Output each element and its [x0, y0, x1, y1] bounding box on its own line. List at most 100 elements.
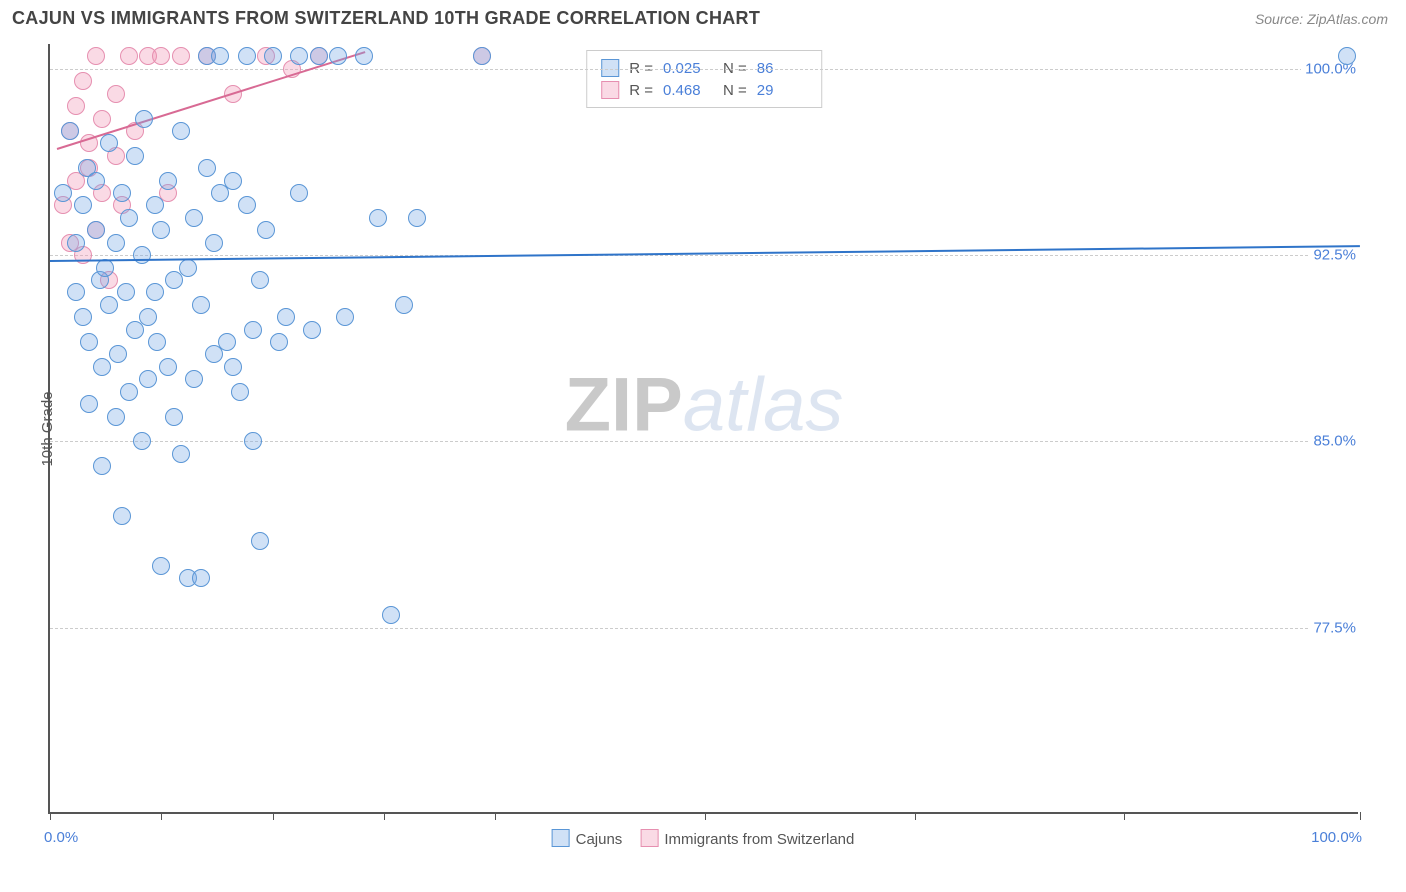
data-point: [238, 196, 256, 214]
data-point: [251, 271, 269, 289]
gridline: [50, 255, 1358, 256]
y-tick-label: 92.5%: [1309, 247, 1360, 264]
data-point: [93, 110, 111, 128]
data-point: [139, 370, 157, 388]
data-point: [146, 196, 164, 214]
x-tick-mark: [384, 812, 385, 820]
stats-legend: R = 0.025 N = 86 R = 0.468 N = 29: [586, 50, 822, 108]
gridline: [50, 69, 1358, 70]
chart-container: 10th Grade ZIPatlas R = 0.025 N = 86 R =…: [48, 44, 1358, 814]
data-point: [120, 47, 138, 65]
data-point: [224, 358, 242, 376]
data-point: [165, 408, 183, 426]
source-attribution: Source: ZipAtlas.com: [1255, 11, 1388, 27]
data-point: [152, 557, 170, 575]
stats-swatch-2: [601, 81, 619, 99]
data-point: [126, 147, 144, 165]
chart-title: CAJUN VS IMMIGRANTS FROM SWITZERLAND 10T…: [12, 8, 760, 29]
x-tick-mark: [161, 812, 162, 820]
data-point: [382, 606, 400, 624]
data-point: [172, 47, 190, 65]
data-point: [152, 221, 170, 239]
data-point: [117, 283, 135, 301]
data-point: [264, 47, 282, 65]
x-axis-legend: Cajuns Immigrants from Switzerland: [552, 829, 855, 848]
data-point: [290, 47, 308, 65]
x-tick-mark: [1360, 812, 1361, 820]
data-point: [120, 209, 138, 227]
data-point: [277, 308, 295, 326]
data-point: [408, 209, 426, 227]
data-point: [133, 432, 151, 450]
watermark: ZIPatlas: [565, 361, 844, 448]
data-point: [329, 47, 347, 65]
data-point: [120, 383, 138, 401]
data-point: [133, 246, 151, 264]
data-point: [159, 358, 177, 376]
data-point: [369, 209, 387, 227]
data-point: [100, 134, 118, 152]
data-point: [107, 85, 125, 103]
x-tick-mark: [915, 812, 916, 820]
y-tick-label: 77.5%: [1309, 619, 1360, 636]
data-point: [80, 395, 98, 413]
data-point: [74, 196, 92, 214]
data-point: [61, 122, 79, 140]
data-point: [74, 308, 92, 326]
data-point: [172, 445, 190, 463]
data-point: [355, 47, 373, 65]
data-point: [67, 283, 85, 301]
legend-swatch-1: [552, 829, 570, 847]
data-point: [218, 333, 236, 351]
data-point: [80, 333, 98, 351]
data-point: [238, 47, 256, 65]
data-point: [192, 296, 210, 314]
stats-row-series2: R = 0.468 N = 29: [601, 79, 807, 101]
data-point: [87, 172, 105, 190]
data-point: [185, 370, 203, 388]
x-tick-mark: [50, 812, 51, 820]
x-axis-label-max: 100.0%: [1311, 829, 1362, 846]
data-point: [1338, 47, 1356, 65]
data-point: [172, 122, 190, 140]
data-point: [87, 47, 105, 65]
data-point: [185, 209, 203, 227]
data-point: [231, 383, 249, 401]
data-point: [198, 159, 216, 177]
data-point: [192, 569, 210, 587]
trend-line: [50, 245, 1360, 262]
data-point: [310, 47, 328, 65]
x-tick-mark: [1124, 812, 1125, 820]
data-point: [395, 296, 413, 314]
legend-swatch-2: [640, 829, 658, 847]
data-point: [159, 172, 177, 190]
data-point: [67, 234, 85, 252]
data-point: [152, 47, 170, 65]
data-point: [211, 47, 229, 65]
data-point: [54, 184, 72, 202]
data-point: [67, 97, 85, 115]
data-point: [93, 457, 111, 475]
data-point: [244, 432, 262, 450]
data-point: [303, 321, 321, 339]
x-tick-mark: [705, 812, 706, 820]
data-point: [93, 358, 111, 376]
data-point: [336, 308, 354, 326]
data-point: [87, 221, 105, 239]
data-point: [244, 321, 262, 339]
x-tick-mark: [495, 812, 496, 820]
data-point: [100, 296, 118, 314]
x-tick-mark: [273, 812, 274, 820]
x-axis-label-min: 0.0%: [44, 829, 78, 846]
data-point: [113, 507, 131, 525]
data-point: [270, 333, 288, 351]
data-point: [251, 532, 269, 550]
data-point: [148, 333, 166, 351]
data-point: [257, 221, 275, 239]
data-point: [74, 72, 92, 90]
y-tick-label: 85.0%: [1309, 433, 1360, 450]
data-point: [113, 184, 131, 202]
data-point: [107, 408, 125, 426]
data-point: [135, 110, 153, 128]
data-point: [205, 234, 223, 252]
